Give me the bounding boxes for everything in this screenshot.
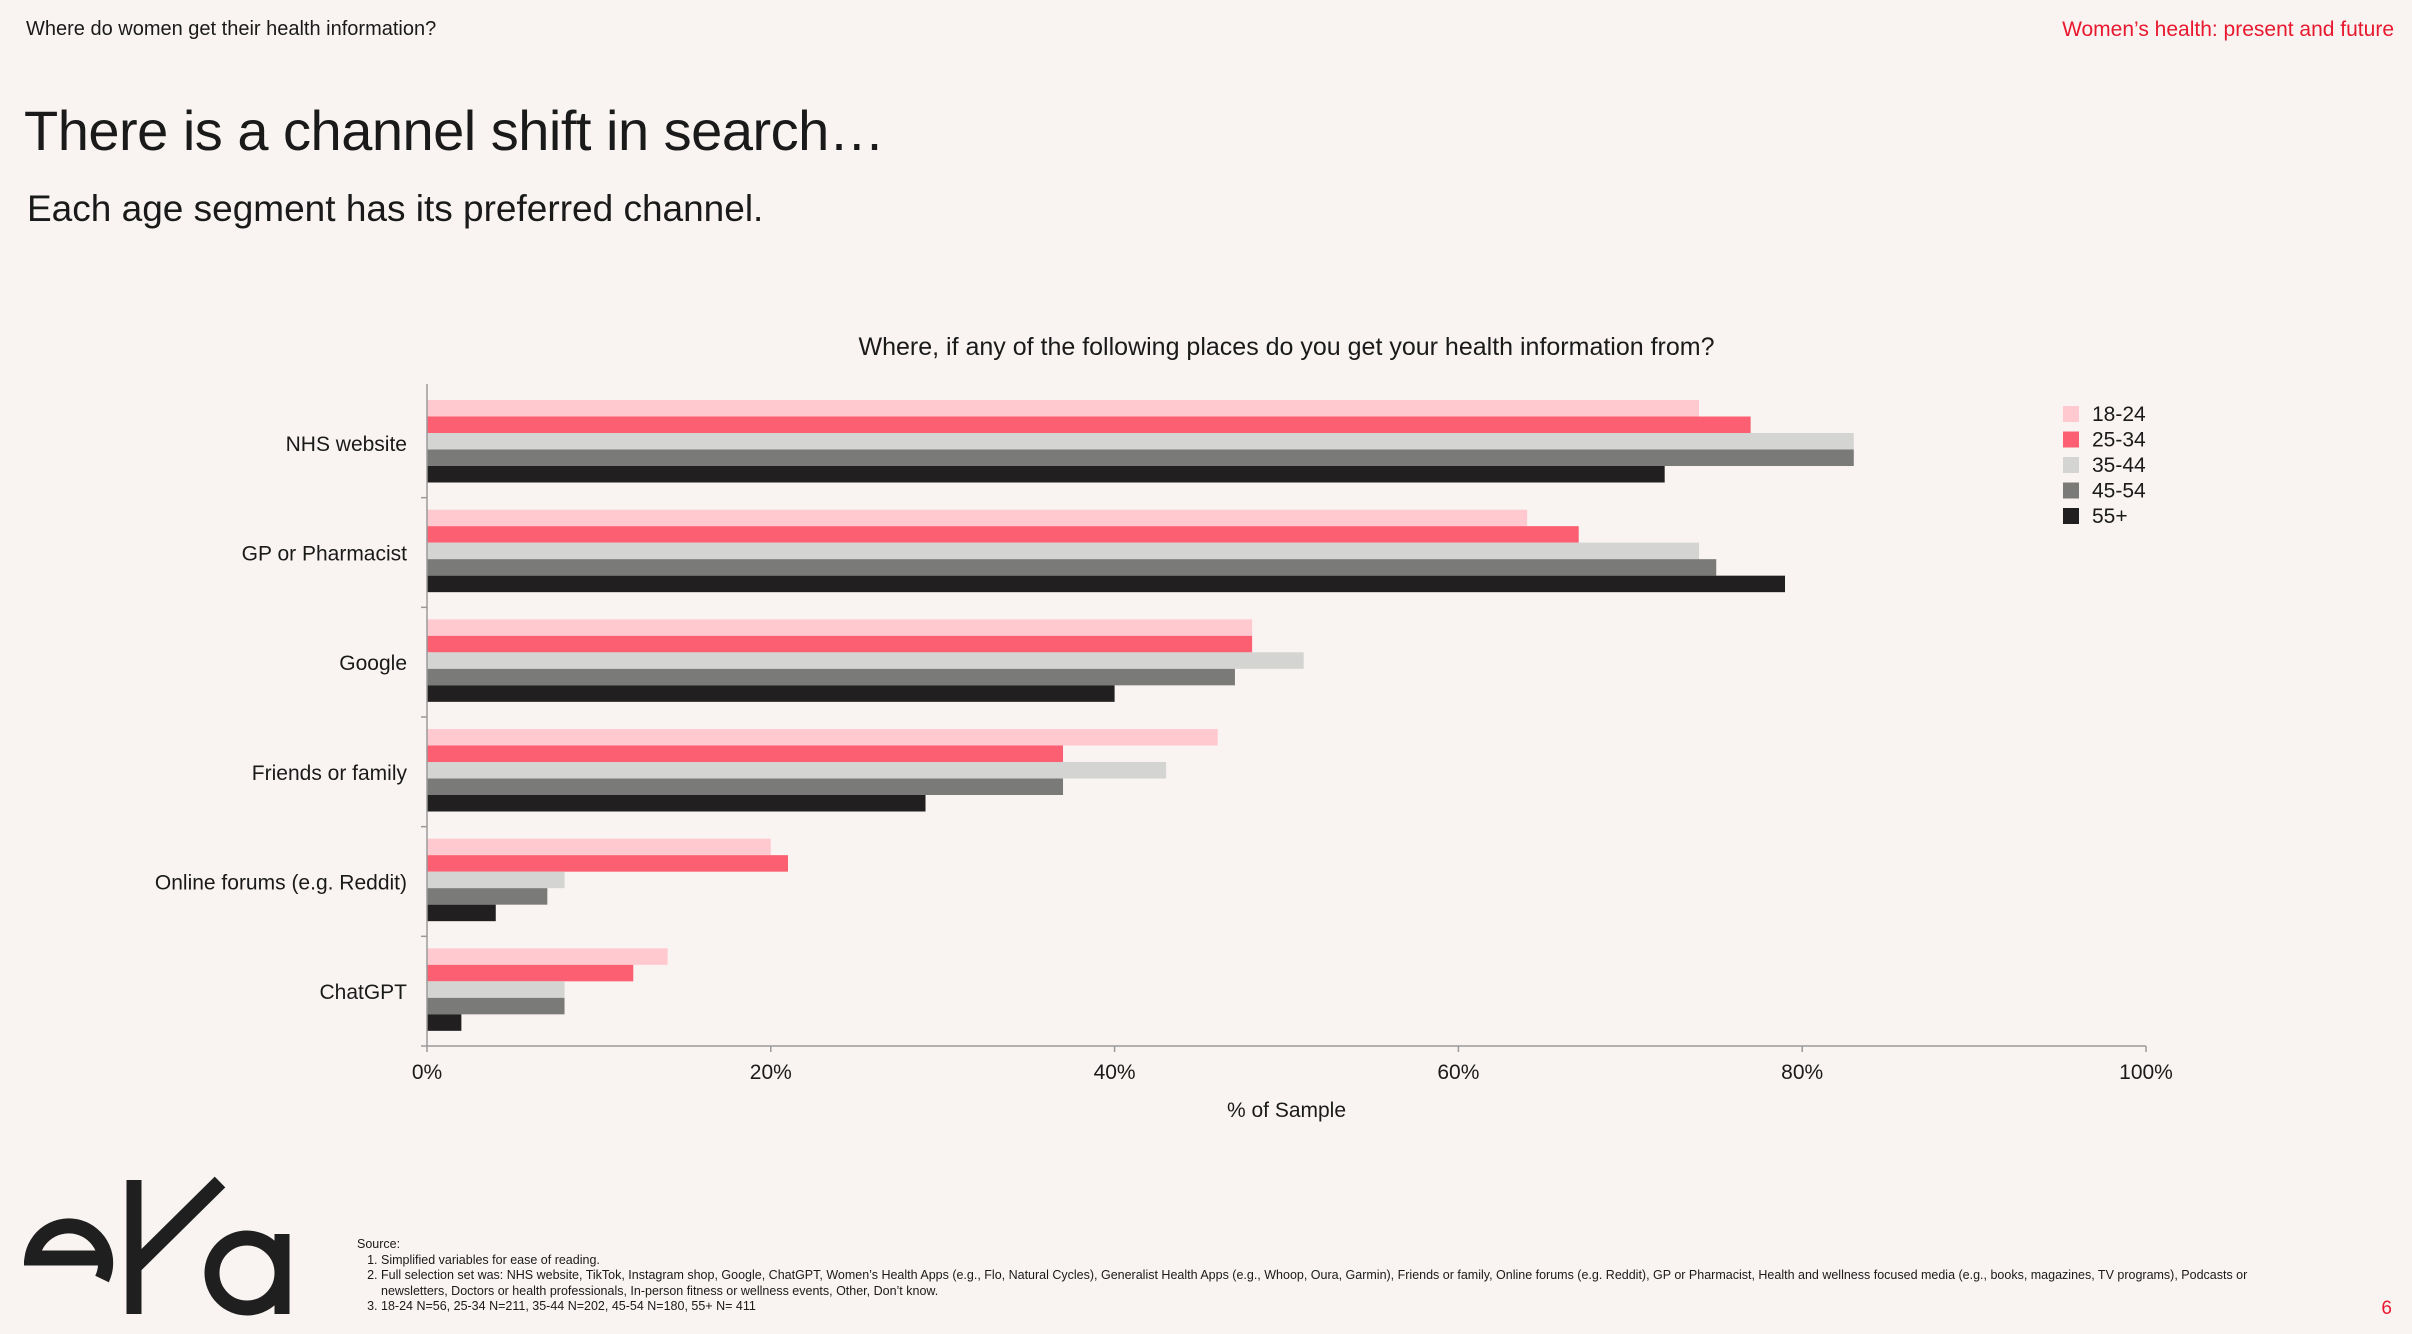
page-title: There is a channel shift in search… [24, 99, 885, 162]
legend-swatch [2063, 431, 2079, 448]
bar [427, 745, 1064, 762]
x-tick-label: 20% [750, 1061, 792, 1084]
footnote-item: 18-24 N=56, 25-34 N=211, 35-44 N=202, 45… [381, 1299, 2287, 1315]
bar [427, 1014, 462, 1031]
footnote-item: Full selection set was: NHS website, Tik… [381, 1268, 2287, 1299]
source-label: Source: [357, 1237, 401, 1251]
y-tick-label: NHS website [286, 433, 407, 456]
bar [427, 668, 1235, 686]
legend-label: 45-54 [2092, 480, 2146, 503]
x-tick-label: 100% [2119, 1061, 2173, 1084]
page-number: 6 [2381, 1298, 2392, 1319]
bar [427, 466, 1665, 483]
bar [427, 542, 1700, 560]
y-tick-label: ChatGPT [319, 981, 407, 1004]
bar [427, 948, 668, 965]
bar [427, 575, 1786, 593]
footnote-item: Simplified variables for ease of reading… [381, 1253, 2287, 1269]
bar [427, 449, 1854, 466]
y-tick-label: Google [339, 652, 407, 675]
bar [427, 964, 634, 982]
bar [427, 838, 771, 856]
legend-swatch [2063, 508, 2079, 524]
bar [427, 729, 1218, 746]
bar [427, 685, 1115, 702]
legend-label: 25-34 [2092, 429, 2146, 452]
bar [427, 416, 1751, 433]
eka-logo [23, 1172, 304, 1325]
bar [427, 400, 1700, 417]
bar [427, 635, 1253, 653]
section-label: Where do women get their health informat… [26, 18, 437, 40]
y-tick-label: GP or Pharmacist [242, 543, 407, 566]
bar [427, 559, 1717, 576]
bar [427, 762, 1167, 779]
legend-label: 55+ [2092, 505, 2128, 528]
bar [427, 997, 565, 1015]
x-tick-label: 40% [1094, 1061, 1136, 1084]
bar [427, 888, 548, 905]
page-subtitle: Each age segment has its preferred chann… [27, 188, 764, 229]
x-tick-label: 0% [412, 1061, 442, 1084]
bar [427, 526, 1579, 543]
report-title: Women’s health: present and future [2062, 18, 2394, 41]
bar [427, 652, 1304, 669]
x-tick-label: 60% [1437, 1061, 1479, 1084]
bar [427, 778, 1064, 795]
bar [427, 904, 496, 922]
bar-chart: Where, if any of the following places do… [155, 333, 2173, 1122]
legend-swatch [2063, 406, 2079, 422]
legend-swatch [2063, 457, 2079, 473]
bar [427, 855, 788, 872]
bar [427, 795, 926, 812]
footnotes: Source: Simplified variables for ease of… [357, 1237, 2287, 1315]
bar [427, 871, 565, 889]
legend-swatch [2063, 482, 2079, 499]
bar [427, 619, 1253, 636]
bar [427, 433, 1854, 450]
legend-label: 35-44 [2092, 454, 2146, 477]
legend-label: 18-24 [2092, 403, 2146, 426]
y-tick-label: Friends or family [252, 762, 408, 785]
bar [427, 981, 565, 998]
x-tick-label: 80% [1781, 1061, 1823, 1084]
bar [427, 509, 1528, 527]
chart-title: Where, if any of the following places do… [858, 333, 1714, 361]
x-axis-label: % of Sample [1227, 1099, 1346, 1122]
y-tick-label: Online forums (e.g. Reddit) [155, 872, 407, 895]
